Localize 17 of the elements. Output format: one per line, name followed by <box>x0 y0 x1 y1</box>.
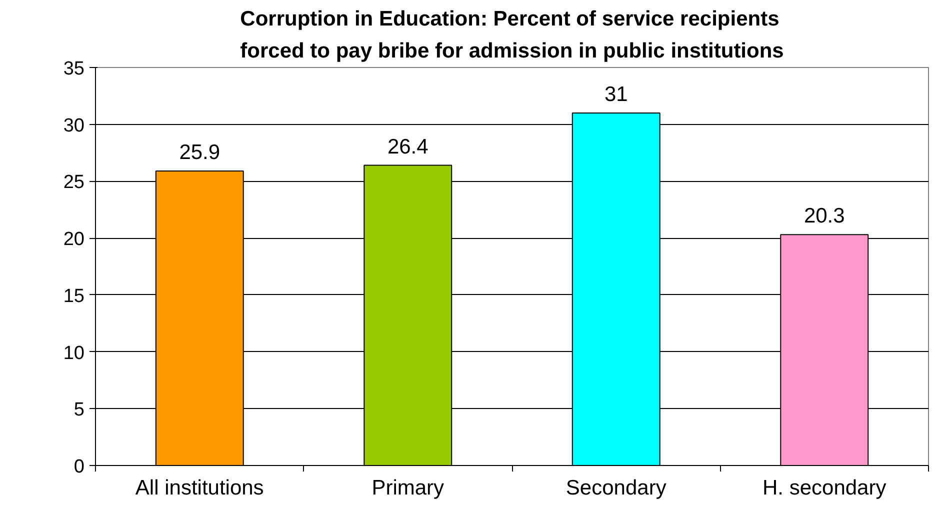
y-tick-label: 35 <box>63 58 85 80</box>
x-tick-label: All institutions <box>135 476 264 500</box>
x-tick-label: Secondary <box>566 476 667 500</box>
y-tick-label: 30 <box>63 115 85 136</box>
data-label: 25.9 <box>179 140 220 164</box>
x-tick-label: Primary <box>372 476 445 500</box>
y-tick-label: 5 <box>74 400 85 421</box>
data-label: 31 <box>604 82 628 106</box>
x-tick-label: H. secondary <box>762 476 887 500</box>
y-tick-label: 0 <box>74 456 85 478</box>
y-tick-label: 15 <box>63 286 85 307</box>
y-tick-label: 10 <box>63 342 85 364</box>
data-label: 20.3 <box>804 204 845 228</box>
y-tick-label: 20 <box>63 229 85 250</box>
y-tick-label: 25 <box>63 172 85 194</box>
data-label: 26.4 <box>387 135 429 158</box>
chart-title: Corruption in Education: Percent of service recipients forced to pay bribe for admission in public institutions <box>240 7 784 62</box>
